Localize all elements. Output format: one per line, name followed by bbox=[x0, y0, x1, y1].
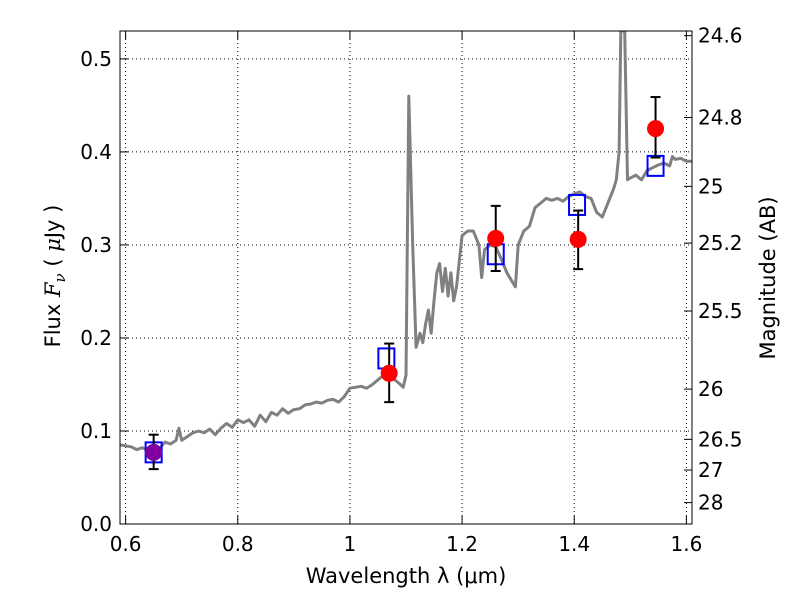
right-tick-label: 25.5 bbox=[698, 299, 743, 323]
plot-frame bbox=[119, 30, 693, 525]
y-tick-label: 0.0 bbox=[80, 512, 112, 536]
observed-photometry-point bbox=[145, 443, 163, 461]
ticks: 0.6 0.8 1 1.2 1.4 1.6 0.0 0.1 0.2 0.3 0.4 0.5 24.6 24… bbox=[80, 24, 742, 556]
x-axis-title: Wavelength λ (μm) bbox=[306, 564, 507, 588]
right-axis-title: Magnitude (AB) bbox=[756, 196, 780, 359]
observed-photometry-point bbox=[647, 120, 665, 138]
y-tick-label: 0.3 bbox=[80, 233, 112, 257]
spectrum-line bbox=[120, 31, 692, 452]
x-tick-label: 0.8 bbox=[222, 532, 254, 556]
y-axis-title: Flux Fν ( μJy ) bbox=[41, 205, 69, 348]
y-tick-label: 0.4 bbox=[80, 140, 112, 164]
right-tick-label: 24.8 bbox=[698, 106, 743, 130]
y-axis-title-subscript: ν bbox=[51, 273, 69, 282]
right-tick-label: 26.5 bbox=[698, 427, 743, 451]
y-axis-title-symbol: F bbox=[41, 281, 65, 298]
y-axis-title-mu: μ bbox=[41, 238, 65, 252]
photometry-layer bbox=[144, 96, 665, 471]
y-axis-title-prefix: Flux bbox=[41, 297, 65, 347]
right-tick-label: 25.2 bbox=[698, 231, 743, 255]
right-tick-label: 25 bbox=[698, 174, 723, 198]
right-tick-label: 24.6 bbox=[698, 24, 743, 48]
right-tick-label: 27 bbox=[698, 458, 723, 482]
observed-photometry-point bbox=[380, 364, 398, 382]
y-axis-title-paren: ( bbox=[41, 252, 65, 274]
x-tick-label: 1 bbox=[344, 532, 357, 556]
spectrum-layer bbox=[120, 31, 692, 452]
model-photometry-square bbox=[568, 193, 587, 216]
y-tick-label: 0.1 bbox=[80, 419, 112, 443]
x-tick-label: 0.6 bbox=[110, 532, 142, 556]
gridlines bbox=[120, 31, 692, 524]
y-tick-label: 0.2 bbox=[80, 326, 112, 350]
y-tick-label: 0.5 bbox=[80, 47, 112, 71]
x-tick-label: 1.6 bbox=[670, 532, 702, 556]
right-tick-label: 28 bbox=[698, 491, 723, 515]
y-axis-title-unit: Jy ) bbox=[41, 205, 65, 241]
observed-photometry-point bbox=[569, 230, 587, 248]
axes-frame bbox=[119, 30, 693, 525]
right-tick-label: 26 bbox=[698, 377, 723, 401]
x-tick-label: 1.4 bbox=[558, 532, 590, 556]
observed-photometry-point bbox=[487, 229, 505, 247]
x-tick-label: 1.2 bbox=[446, 532, 478, 556]
